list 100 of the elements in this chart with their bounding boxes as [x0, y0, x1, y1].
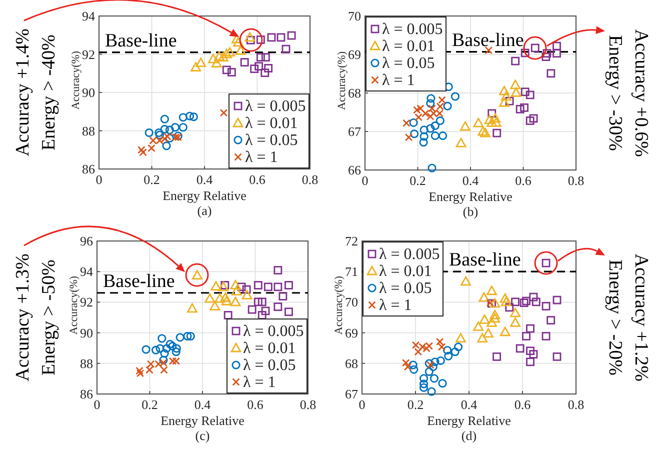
legend-label: λ = 0.005 — [379, 246, 440, 263]
point — [430, 374, 439, 383]
point — [488, 109, 496, 118]
point — [492, 128, 502, 138]
point — [144, 128, 154, 137]
y-tick-label: 88 — [80, 356, 93, 371]
point — [404, 362, 412, 371]
point — [287, 31, 296, 40]
point — [276, 33, 286, 42]
point — [220, 292, 231, 302]
point — [410, 365, 418, 374]
x-tick-label: 0.8 — [300, 397, 316, 412]
point — [438, 131, 448, 140]
x-axis-title: Energy Relative — [427, 413, 512, 428]
point — [408, 360, 418, 370]
point — [162, 344, 171, 353]
x-tick-label: 0 — [94, 397, 100, 412]
x-tick-label: 0.2 — [407, 397, 424, 412]
point — [220, 281, 230, 290]
point — [490, 310, 500, 320]
point — [438, 96, 446, 104]
point — [237, 282, 246, 292]
point — [189, 112, 198, 122]
point — [168, 342, 177, 350]
point — [542, 49, 552, 58]
legend-label: λ = 0.005 — [243, 323, 304, 340]
point — [552, 42, 561, 50]
point — [242, 290, 252, 300]
point — [155, 130, 164, 140]
point — [484, 46, 493, 54]
point — [430, 358, 440, 366]
point — [520, 103, 529, 112]
point — [500, 293, 510, 303]
text: Accuracy +1.3% — [12, 253, 34, 382]
legend-label: λ = 0.01 — [243, 340, 296, 357]
point — [190, 62, 201, 72]
point — [454, 342, 463, 352]
point — [427, 387, 436, 396]
point — [510, 80, 521, 90]
point — [214, 51, 224, 61]
y-tick-label: 92 — [80, 294, 93, 310]
point — [227, 68, 236, 76]
point — [438, 342, 446, 351]
point — [220, 108, 228, 117]
point — [230, 296, 241, 306]
point — [148, 144, 156, 152]
y-tick-label: 67 — [348, 124, 362, 139]
point — [414, 113, 422, 122]
point — [422, 344, 430, 352]
y-axis-title: Accuracy(%) — [68, 276, 80, 335]
point — [483, 328, 494, 338]
point — [146, 366, 154, 374]
x-tick-label: 0.8 — [568, 173, 584, 188]
point — [511, 298, 520, 306]
point — [274, 266, 282, 274]
point — [522, 332, 530, 340]
legend-label: λ = 1 — [243, 374, 276, 391]
point — [258, 311, 266, 320]
point — [505, 96, 514, 106]
point — [443, 346, 452, 355]
point — [261, 53, 270, 62]
point — [230, 280, 241, 290]
point — [231, 34, 242, 44]
point — [486, 286, 497, 296]
point — [152, 346, 160, 354]
point — [183, 332, 192, 340]
point — [185, 112, 194, 120]
point — [165, 126, 174, 134]
text: Energy > -20% — [604, 260, 626, 376]
point — [526, 116, 534, 125]
point — [516, 344, 524, 353]
y-tick-label: 71 — [345, 264, 358, 280]
x-axis-title: Energy Relative — [428, 189, 513, 204]
point — [484, 114, 495, 124]
point — [478, 292, 490, 302]
point — [159, 356, 168, 364]
y-tick-label: 88 — [82, 123, 95, 138]
point — [486, 117, 498, 127]
point — [443, 102, 452, 110]
point — [254, 298, 262, 306]
point — [450, 347, 460, 356]
ref-line-label: Base-line — [449, 250, 521, 271]
x-tick-label: 0 — [96, 172, 102, 187]
point — [210, 281, 222, 290]
point — [254, 62, 264, 70]
point — [552, 352, 562, 361]
point — [136, 366, 144, 375]
point — [526, 358, 534, 366]
point — [436, 356, 445, 365]
point — [160, 114, 169, 124]
legend-label: λ = 0.005 — [245, 98, 306, 115]
point — [414, 348, 422, 356]
y-axis-title: Accuracy(%) — [333, 276, 345, 335]
point — [456, 333, 466, 343]
point — [522, 296, 530, 306]
point — [186, 332, 195, 340]
point — [499, 97, 510, 107]
point — [436, 116, 444, 126]
point — [478, 126, 488, 136]
point — [542, 52, 550, 62]
